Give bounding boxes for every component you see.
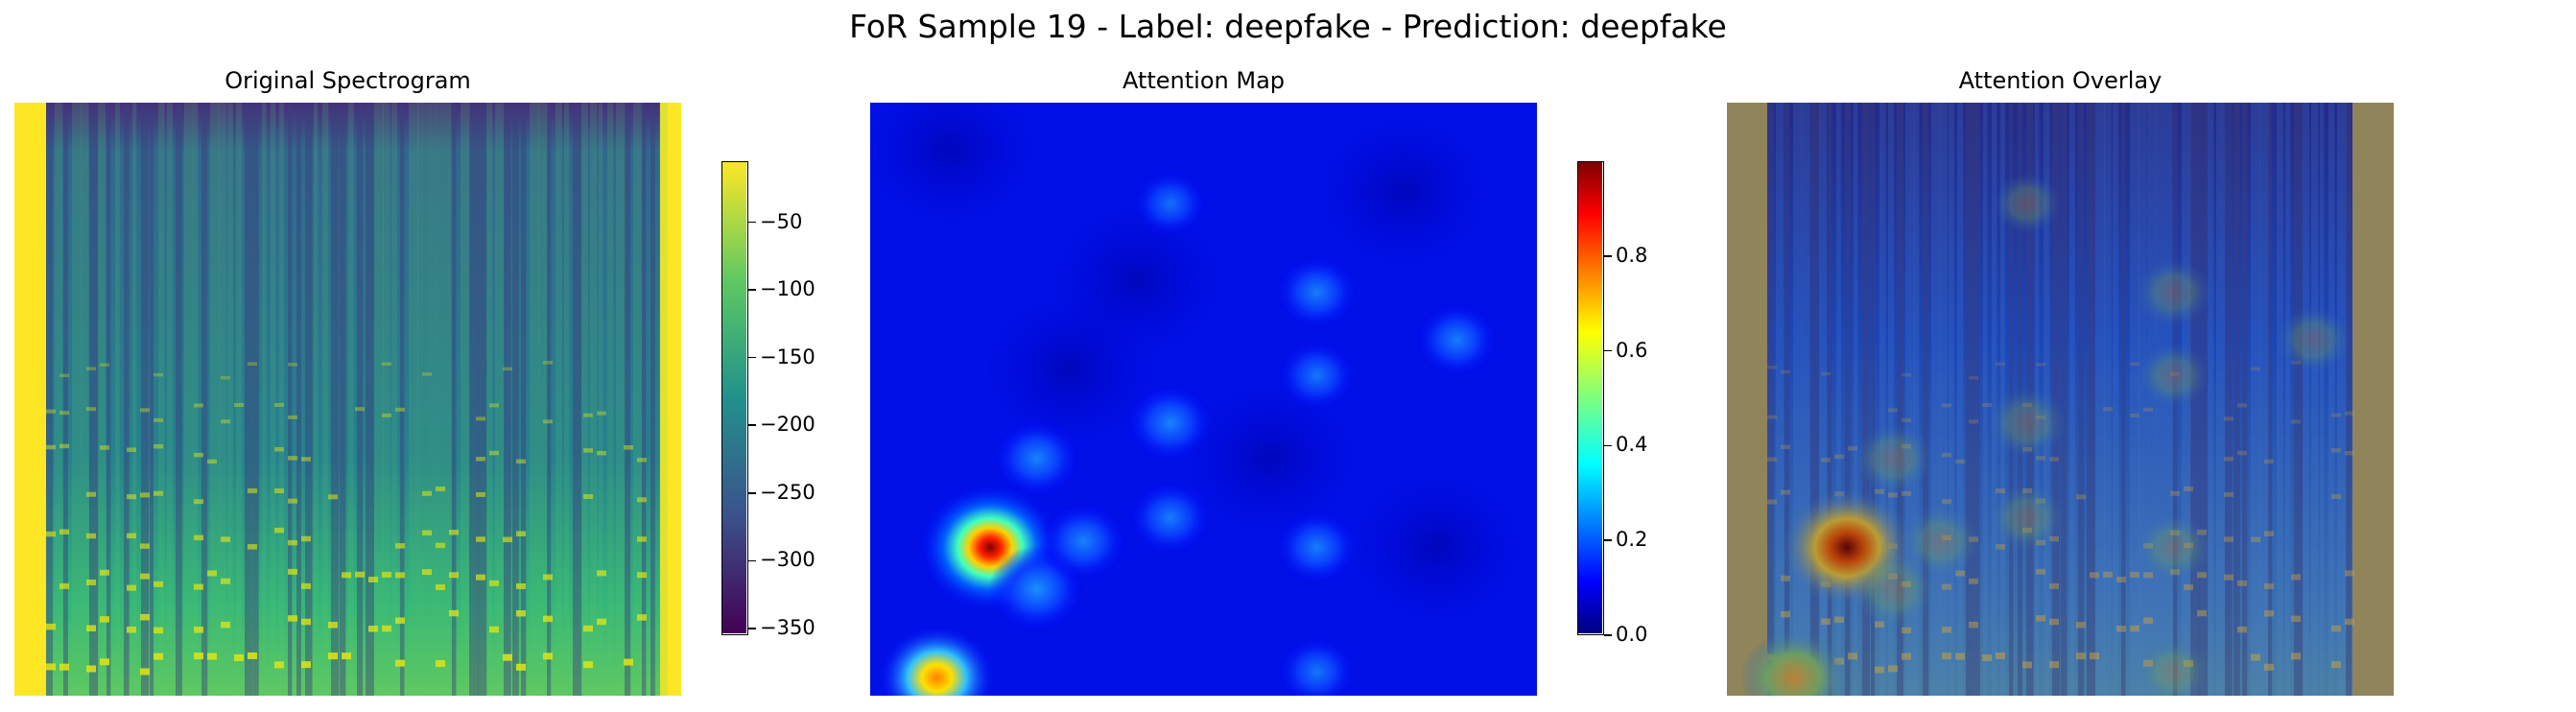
attention-hotspot: [1132, 169, 1208, 238]
attention-colorbar-tickmark: [1604, 634, 1612, 636]
attention-colorbar-tickmark: [1604, 255, 1612, 257]
spectrogram-colorbar-tick-label: −350: [760, 615, 815, 639]
attention-colorbar-tick-label: 0.8: [1616, 243, 1648, 267]
attention-colorbar-tick-label: 0.2: [1616, 528, 1648, 552]
spectrogram-title: Original Spectrogram: [225, 67, 471, 94]
attention-hotspot: [1275, 254, 1359, 330]
attention-overlay-image: [1727, 103, 2394, 696]
overlay-hotspot: [1850, 550, 1937, 628]
spectrogram-colorbar-tick-label: −250: [760, 480, 815, 504]
attention-colorbar: [1577, 161, 1604, 635]
overlay-hotspot: [2136, 258, 2211, 326]
spectrogram-colorbar-tickmark: [748, 559, 756, 562]
attention-hotspot: [878, 625, 996, 696]
attention-hotspot: [1277, 636, 1357, 696]
spectrogram-colorbar-tick-label: −300: [760, 548, 815, 572]
overlay-hotspot: [2138, 344, 2210, 408]
spectrogram-colorbar-tickmark: [748, 356, 756, 359]
spectrogram-colorbar-tickmark: [748, 221, 756, 224]
spectrogram-colorbar-tickmark: [748, 628, 756, 629]
spectrogram-colorbar-tick-label: −200: [760, 413, 815, 437]
overlay-hotspot: [1901, 506, 1980, 577]
spectrogram-colorbar-tickmark: [748, 492, 756, 494]
attention-hotspot: [1275, 510, 1359, 585]
attention-colorbar-tickmark: [1604, 444, 1612, 447]
overlay-hotspot: [2276, 306, 2351, 373]
attention-colorbar-tick-label: 0.4: [1616, 433, 1648, 457]
spectrogram-colorbar-tick-label: −150: [760, 344, 815, 368]
attention-map-title: Attention Map: [1122, 67, 1286, 94]
spectrogram-colorbar-tick-label: −50: [760, 209, 803, 233]
attention-overlay-title: Attention Overlay: [1958, 67, 2162, 94]
spectrogram-image: [14, 103, 681, 696]
attention-colorbar-tickmark: [1604, 349, 1612, 352]
overlay-hotspot: [1987, 388, 2067, 459]
attention-map-image: [870, 103, 1537, 696]
figure-title: FoR Sample 19 - Label: deepfake - Predic…: [849, 8, 1727, 45]
attention-hotspot: [1126, 383, 1215, 463]
attention-hotspot: [1128, 480, 1213, 556]
spectrogram-colorbar-tickmark: [748, 424, 756, 426]
attention-hotspot: [1039, 502, 1128, 581]
attention-hotspot: [1277, 340, 1357, 412]
overlay-hotspot: [2136, 513, 2211, 581]
overlay-hotspot: [2138, 640, 2210, 696]
attention-colorbar-tick-label: 0.0: [1616, 623, 1648, 646]
attention-hotspot: [1415, 302, 1500, 378]
attention-hotspot: [993, 418, 1081, 498]
overlay-hotspot: [1854, 423, 1933, 494]
attention-colorbar-tick-label: 0.6: [1616, 338, 1648, 362]
overlay-hotspot: [1740, 630, 1847, 696]
overlay-hotspot: [1993, 173, 2061, 234]
overlay-hotspot: [1989, 484, 2065, 552]
attention-colorbar-tickmark: [1604, 539, 1612, 541]
spectrogram-colorbar-tickmark: [748, 289, 756, 291]
spectrogram-colorbar-tick-label: −100: [760, 277, 815, 301]
spectrogram-colorbar: [721, 161, 748, 635]
